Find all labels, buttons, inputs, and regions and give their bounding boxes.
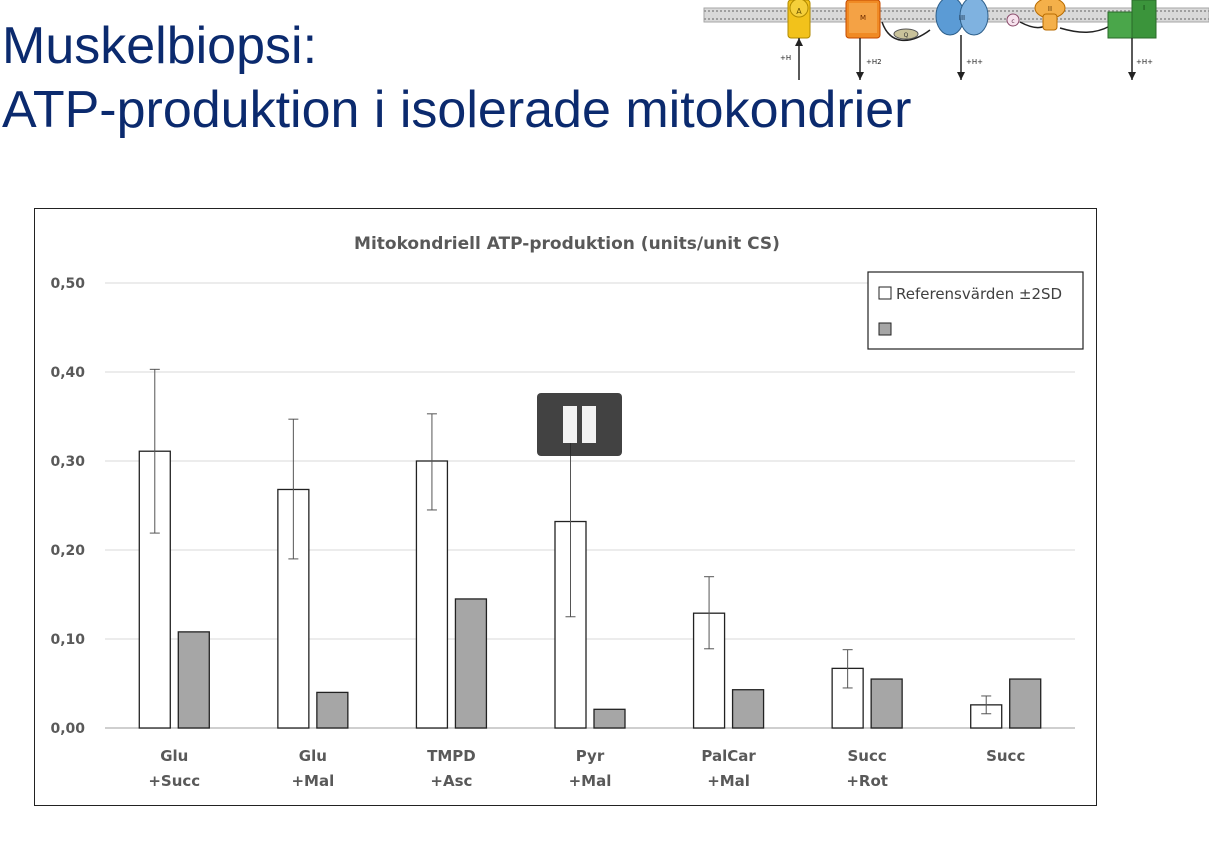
y-tick-label: 0,20: [50, 543, 85, 559]
category-label: +Asc: [430, 772, 472, 790]
proton-label: +H+: [966, 58, 983, 66]
complex-m-icon: M +H2: [845, 0, 882, 80]
bar-patient: [1009, 678, 1042, 729]
slide-title-line-2: ATP-produktion i isolerade mitokondrier: [2, 81, 912, 139]
category-label: Pyr: [576, 747, 605, 765]
chart-error-bars: [149, 368, 992, 715]
category-label: +Rot: [846, 772, 888, 790]
category-label: Succ: [848, 747, 887, 765]
small-label: c: [1011, 18, 1014, 25]
y-axis-ticks: 0,00 0,10 0,20 0,30 0,40 0,50: [50, 276, 85, 737]
legend-box: [867, 271, 1084, 350]
atp-bar-chart: Mitokondriell ATP-produktion (units/unit…: [50, 234, 1084, 790]
x-axis-categories: Glu +Succ Glu +Mal TMPD +Asc Pyr +Mal PalCar +Mal…: [148, 747, 1025, 790]
chart-gridlines: [105, 282, 1075, 729]
proton-label: +H2: [866, 58, 882, 66]
complex-label: II: [1048, 5, 1052, 13]
y-tick-label: 0,00: [50, 721, 85, 737]
category-label: Glu: [299, 747, 327, 765]
category-label: +Mal: [707, 772, 750, 790]
slide-title-line-1: Muskelbiopsi:: [2, 17, 318, 75]
chart-frame: Mitokondriell ATP-produktion (units/unit…: [34, 208, 1097, 806]
y-tick-label: 0,10: [50, 632, 85, 648]
category-label: +Succ: [148, 772, 200, 790]
complex-label: A: [796, 7, 802, 16]
respiratory-chain-diagram: A +H M +H2 Q III +H+ c II: [703, 0, 1209, 80]
chart-legend: Referensvärden ±2SD: [867, 271, 1084, 350]
legend-label-reference: Referensvärden ±2SD: [896, 285, 1062, 303]
category-label: +Mal: [291, 772, 334, 790]
y-tick-label: 0,50: [50, 276, 85, 292]
legend-swatch-reference: [878, 286, 892, 300]
complex-i-icon: I +H+: [1059, 0, 1157, 80]
pause-icon: [563, 406, 577, 443]
y-tick-label: 0,40: [50, 365, 85, 381]
y-tick-label: 0,30: [50, 454, 85, 470]
bar-patient: [870, 678, 903, 729]
bar-patient: [731, 689, 765, 729]
proton-label: +H+: [1136, 58, 1153, 66]
chart-bars: [138, 450, 1042, 729]
bar-patient: [593, 708, 626, 729]
slide-title: Muskelbiopsi: ATP-produktion i isolerade…: [2, 14, 911, 142]
bar-patient: [454, 598, 488, 729]
complex-label: III: [959, 14, 965, 22]
pause-button[interactable]: [537, 393, 622, 456]
category-label: +Mal: [569, 772, 612, 790]
bar-patient: [177, 631, 210, 729]
small-label: Q: [904, 32, 909, 39]
category-label: TMPD: [427, 747, 476, 765]
category-label: PalCar: [701, 747, 756, 765]
proton-label: +H: [780, 54, 791, 62]
chart-title: Mitokondriell ATP-produktion (units/unit…: [354, 234, 780, 254]
category-label: Glu: [160, 747, 188, 765]
complex-a-icon: A +H: [780, 0, 811, 80]
complex-label: M: [860, 14, 866, 22]
category-label: Succ: [986, 747, 1025, 765]
ubiquinone-icon: Q: [881, 21, 931, 42]
complex-iii-icon: III +H+: [935, 0, 989, 80]
complex-ii-icon: II: [1034, 0, 1066, 31]
legend-swatch-patient: [878, 322, 892, 336]
bar-patient: [316, 691, 349, 729]
complex-label: I: [1143, 4, 1145, 12]
